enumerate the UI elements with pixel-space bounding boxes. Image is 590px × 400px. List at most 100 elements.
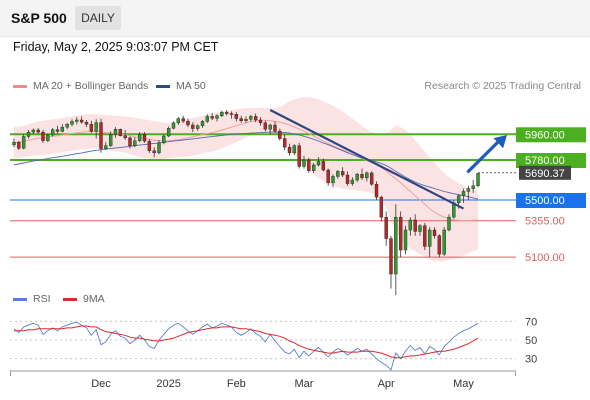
- candle-body: [326, 169, 330, 184]
- ma20-line: [13, 119, 479, 222]
- credit-text: Research © 2025 Trading Central: [424, 80, 581, 92]
- candle-body: [186, 120, 190, 126]
- moving-average-lines: [13, 119, 479, 222]
- candlesticks: [12, 110, 480, 295]
- ma50-line: [13, 131, 479, 200]
- chart-datetime: Friday, May 2, 2025 9:03:07 PM CET: [13, 40, 219, 54]
- candle-body: [176, 118, 181, 124]
- last-price-tag: [519, 165, 571, 180]
- rsi-line: [13, 321, 479, 371]
- chart-header: S&P 500 DAILY: [0, 0, 590, 36]
- candle-body: [442, 229, 446, 255]
- rsi-swatch: [13, 297, 27, 301]
- candle-body: [17, 141, 21, 149]
- candle-body: [166, 128, 171, 137]
- time-tick-label: Feb: [227, 378, 246, 390]
- candle-body: [321, 161, 326, 171]
- candle-body: [26, 131, 31, 137]
- candle-body: [205, 116, 210, 122]
- candle-body: [282, 138, 287, 148]
- bollinger-band-fill: [14, 97, 478, 262]
- candle-body: [379, 196, 384, 218]
- candle-body: [258, 119, 263, 124]
- candle-body: [423, 225, 427, 247]
- last-price-label: 5690.37: [525, 168, 565, 180]
- candle-body: [84, 121, 89, 125]
- candle-body: [408, 219, 413, 231]
- candle-body: [229, 113, 234, 115]
- level-label-resistance: 5780.00: [525, 155, 565, 167]
- level-label-support: 5100.00: [525, 252, 565, 264]
- candle-body: [31, 129, 36, 133]
- candle-body: [316, 161, 321, 166]
- candle-body: [215, 115, 219, 119]
- time-tick-label: 2025: [156, 378, 180, 390]
- candle-body: [403, 229, 408, 251]
- candle-body: [142, 134, 147, 142]
- time-tick-label: Mar: [295, 378, 314, 390]
- candle-body: [447, 216, 451, 231]
- candle-body: [374, 184, 379, 198]
- candle-body: [471, 185, 475, 189]
- time-tick-label: Apr: [378, 378, 395, 390]
- candle-body: [418, 225, 422, 232]
- legend-ma50: MA 50: [156, 80, 206, 92]
- time-tick-label: Dec: [91, 378, 111, 390]
- legend-bollinger: MA 20 + Bollinger Bands: [13, 80, 148, 92]
- level-tag-resistance: [516, 153, 586, 168]
- legend-rsi: RSI: [13, 293, 51, 305]
- candle-body: [113, 129, 118, 135]
- candle-body: [398, 216, 403, 251]
- candle-body: [123, 135, 127, 139]
- candle-body: [427, 229, 432, 247]
- candle-body: [355, 174, 359, 181]
- candle-body: [336, 171, 340, 177]
- candle-body: [79, 119, 84, 123]
- candle-body: [302, 159, 306, 167]
- timeframe-button[interactable]: DAILY: [75, 6, 121, 30]
- candle-body: [133, 140, 137, 146]
- trend-overlay: [269, 109, 507, 210]
- candle-body: [200, 121, 205, 126]
- candle-body: [278, 130, 282, 139]
- candle-body: [162, 135, 166, 144]
- projection-arrow-shaft: [466, 139, 501, 174]
- candle-body: [99, 122, 103, 149]
- level-lines: [10, 133, 516, 258]
- candle-body: [220, 111, 224, 116]
- time-axis: Dec 2025 Feb Mar Apr May: [10, 370, 516, 390]
- candle-body: [104, 145, 108, 149]
- candle-body: [345, 174, 350, 184]
- candle-body: [108, 134, 113, 146]
- projection-arrow-head: [493, 135, 507, 149]
- candle-body: [234, 114, 239, 119]
- candle-body: [191, 124, 195, 129]
- candle-body: [50, 129, 55, 136]
- rsi-tick-label: 50: [525, 335, 537, 347]
- candle-body: [384, 216, 388, 239]
- bollinger-band-area: [14, 97, 478, 262]
- candle-body: [340, 171, 345, 176]
- candle-body: [224, 111, 229, 114]
- downtrend-line: [269, 109, 464, 210]
- legend-rsi-label: RSI: [33, 293, 51, 305]
- candle-body: [263, 122, 268, 130]
- candle-body: [432, 229, 437, 236]
- level-tag-resistance: [516, 127, 586, 143]
- candle-body: [181, 118, 185, 122]
- candle-body: [369, 172, 374, 185]
- level-label-pivot: 5500.00: [525, 195, 565, 207]
- candle-body: [297, 145, 301, 167]
- candle-body: [65, 124, 69, 128]
- candle-body: [36, 129, 40, 133]
- candle-body: [60, 126, 65, 132]
- candle-body: [244, 119, 248, 121]
- candle-body: [55, 129, 60, 132]
- legend-ma50-label: MA 50: [176, 80, 206, 92]
- candle-body: [137, 134, 142, 141]
- candle-body: [21, 136, 26, 149]
- candle-body: [89, 124, 94, 132]
- level-label-resistance: 5960.00: [525, 129, 565, 141]
